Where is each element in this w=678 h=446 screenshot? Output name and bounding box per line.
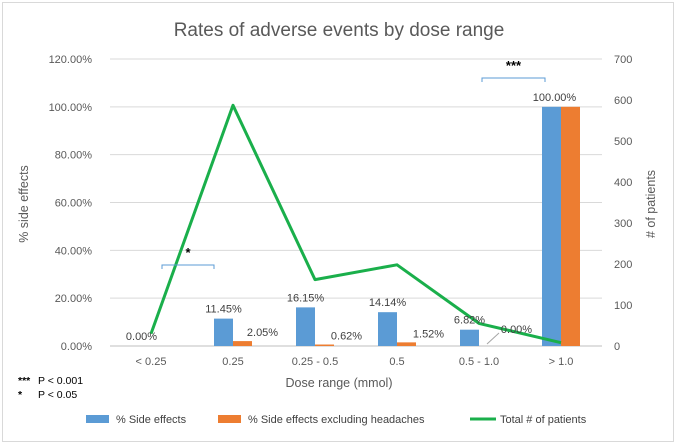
bar [378, 312, 397, 346]
data-label: 0.00% [126, 331, 157, 343]
significance-notes: *** P < 0.001 * P < 0.05 [18, 375, 83, 401]
data-label: 16.15% [287, 292, 325, 304]
legend-label: % Side effects excluding headaches [248, 414, 425, 426]
note-symbol: *** [18, 375, 31, 387]
data-labels: 0.00% 11.45% 16.15% 14.14% 6.82% 100.00% 2.05%… [126, 92, 577, 345]
significance-marker: * [185, 245, 191, 260]
y-right-tick-label: 400 [614, 177, 632, 189]
label-leader-line [486, 332, 500, 345]
bar [542, 106, 561, 346]
data-label: 1.52% [413, 328, 444, 340]
x-axis-title: Dose range (mmol) [286, 376, 393, 390]
y-left-tick-label: 40.00% [55, 245, 93, 257]
data-label: 14.14% [369, 297, 407, 309]
legend-swatch [218, 415, 241, 423]
x-tick-label: > 1.0 [549, 356, 574, 368]
x-tick-label: 0.5 [389, 356, 404, 368]
line-series [149, 103, 562, 345]
data-label: 0.62% [331, 331, 362, 343]
y-left-tick-label: 20.00% [55, 293, 93, 305]
legend-swatch [86, 415, 109, 423]
legend-label: Total # of patients [500, 414, 587, 426]
y-left-tick-label: 0.00% [61, 341, 92, 353]
gridlines [110, 58, 602, 347]
bar [460, 329, 479, 346]
y-left-tick-label: 120.00% [49, 54, 93, 66]
bar [296, 307, 315, 346]
axis-ticks: 0.00% 20.00% 40.00% 60.00% 80.00% 100.00% 120.… [49, 54, 633, 368]
data-label: 11.45% [205, 304, 242, 316]
bar [214, 318, 233, 346]
x-tick-label: 0.25 - 0.5 [292, 356, 338, 368]
significance-bracket [481, 77, 546, 82]
bar [315, 344, 334, 346]
bar [233, 341, 252, 346]
y-right-tick-label: 300 [614, 218, 632, 230]
x-tick-label: 0.25 [222, 356, 243, 368]
data-label: 0.00% [501, 324, 532, 336]
y-right-tick-label: 0 [614, 341, 620, 353]
patients-line [149, 103, 562, 345]
legend: % Side effects % Side effects excluding h… [86, 414, 587, 426]
y-right-tick-label: 100 [614, 300, 632, 312]
y-left-tick-label: 100.00% [49, 102, 93, 114]
bar [561, 106, 580, 346]
x-tick-label: < 0.25 [136, 356, 167, 368]
y-left-tick-label: 60.00% [55, 198, 93, 210]
bar-series [214, 106, 580, 346]
y-right-tick-label: 700 [614, 54, 632, 66]
y-right-tick-label: 200 [614, 259, 632, 271]
significance-bracket [161, 264, 215, 269]
significance-marker: *** [506, 58, 522, 73]
x-tick-label: 0.5 - 1.0 [459, 356, 499, 368]
data-label: 2.05% [247, 327, 278, 339]
y-axis-left-title: % side effects [17, 165, 31, 243]
significance-annotations: **** [161, 58, 546, 269]
data-label: 6.82% [454, 315, 485, 327]
legend-label: % Side effects [116, 414, 187, 426]
y-right-tick-label: 600 [614, 95, 632, 107]
y-left-tick-label: 80.00% [55, 150, 93, 162]
bar [397, 342, 416, 346]
note-text: P < 0.001 [38, 375, 83, 387]
y-right-tick-label: 500 [614, 136, 632, 148]
note-symbol: * [18, 389, 23, 401]
data-label: 100.00% [533, 92, 577, 104]
note-text: P < 0.05 [38, 389, 77, 401]
chart-title: Rates of adverse events by dose range [174, 20, 505, 41]
y-axis-right-title: # of patients [644, 170, 658, 238]
